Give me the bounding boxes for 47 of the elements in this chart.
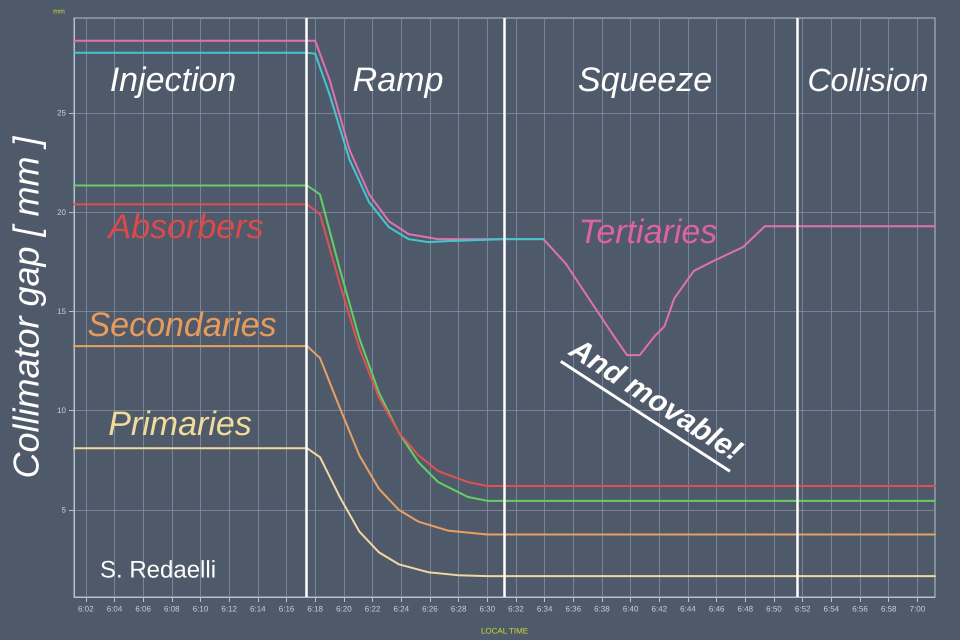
x-tick-label: 6:34 <box>536 604 553 614</box>
x-tick-label: 6:04 <box>106 604 123 614</box>
x-tick-label: 6:42 <box>652 604 668 614</box>
x-tick-label: 6:46 <box>708 604 726 614</box>
annotation: Injection <box>110 61 236 99</box>
annotation: Ramp <box>352 61 444 99</box>
x-tick-label: 6:12 <box>221 604 238 614</box>
line-series <box>73 52 544 244</box>
x-tick-label: 6:30 <box>479 604 496 614</box>
x-tick-label: 6:08 <box>164 604 180 614</box>
y-tick-label: 20 <box>57 208 67 217</box>
y-tick-label: 15 <box>57 306 67 316</box>
x-tick-label: 6:02 <box>78 604 94 614</box>
y-tick-label: 25 <box>57 108 67 118</box>
x-tick-label: 6:16 <box>278 604 295 614</box>
x-axis-title: LOCAL TIME <box>480 626 528 636</box>
x-tick-label: 7:00 <box>910 604 926 614</box>
x-tick-label: 6:20 <box>336 604 352 614</box>
annotation: Squeeze <box>578 61 712 99</box>
x-tick-label: 6:56 <box>852 604 868 614</box>
x-tick-label: 6:38 <box>594 604 610 614</box>
x-tick-label: 6:22 <box>364 604 381 614</box>
x-tick-label: 6:24 <box>393 604 410 614</box>
annotation: Collision <box>808 62 928 98</box>
x-tick-label: 6:32 <box>508 604 524 614</box>
x-tick-label: 6:58 <box>880 604 898 614</box>
x-tick-label: 6:52 <box>794 604 812 614</box>
series-label: Secondaries <box>87 306 277 344</box>
x-tick-label: 6:36 <box>565 604 582 614</box>
x-tick-label: 6:10 <box>192 604 209 614</box>
series-label: Absorbers <box>106 208 264 246</box>
annotation: S. Redaelli <box>100 556 216 584</box>
series-label: Tertiaries <box>578 213 718 251</box>
x-tick-label: 6:50 <box>766 604 782 614</box>
y-tick-label: 5 <box>62 505 67 514</box>
series-label: Primaries <box>108 405 252 443</box>
x-tick-label: 6:14 <box>250 604 266 614</box>
x-tick-label: 6:26 <box>422 604 438 614</box>
x-tick-label: 6:40 <box>622 604 639 614</box>
x-tick-label: 6:18 <box>307 604 324 614</box>
x-tick-label: 6:54 <box>824 604 840 614</box>
x-tick-label: 6:06 <box>135 604 152 614</box>
x-tick-label: 6:44 <box>680 604 696 614</box>
y-axis-title: Collimator gap [ mm ] <box>6 135 46 479</box>
x-tick-label: 6:48 <box>738 604 754 614</box>
y-tick-label: 10 <box>57 406 67 416</box>
x-tick-label: 6:28 <box>450 604 467 614</box>
